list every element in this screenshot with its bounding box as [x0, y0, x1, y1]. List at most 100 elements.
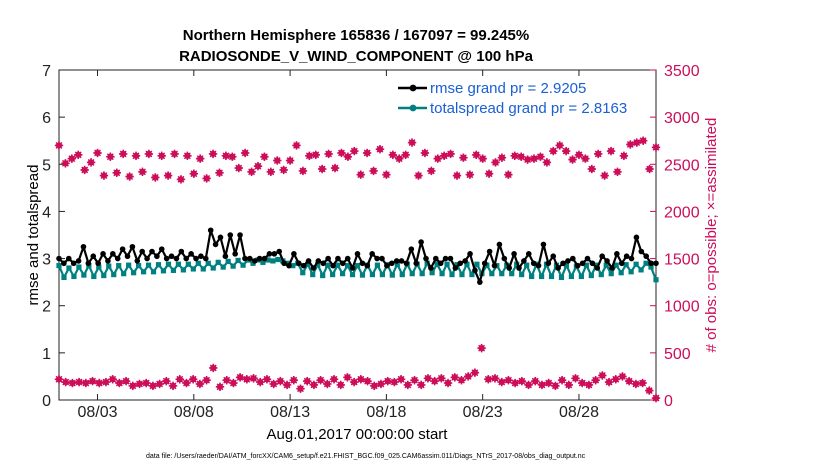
spread-point: [201, 266, 206, 271]
spread-point: [489, 271, 494, 276]
spread-point: [459, 272, 464, 277]
spread-point: [161, 268, 166, 273]
spread-point: [638, 267, 643, 272]
rmse-point: [438, 260, 444, 266]
obs-assimilated-point: [75, 378, 83, 386]
y-axis-right-label: # of obs: o=possible; ×=assimilated: [703, 118, 720, 353]
rmse-point: [262, 256, 268, 262]
rmse-point: [291, 251, 297, 257]
rmse-point: [609, 265, 615, 271]
spread-point: [549, 274, 554, 279]
spread-point: [340, 271, 345, 276]
rmse-point: [575, 263, 581, 269]
spread-point: [449, 272, 454, 277]
spread-point: [166, 262, 171, 267]
obs-assimilated-point: [88, 377, 96, 385]
legend-spread-marker: [410, 105, 417, 112]
rmse-point: [267, 251, 273, 257]
spread-point: [499, 271, 504, 276]
spread-point: [400, 272, 405, 277]
spread-point: [320, 273, 325, 278]
rmse-point: [497, 242, 503, 248]
rmse-point: [506, 265, 512, 271]
spread-point: [191, 266, 196, 271]
spread-point: [146, 263, 151, 268]
chart-subtitle: RADIOSONDE_V_WIND_COMPONENT @ 100 hPa: [179, 48, 534, 65]
rmse-point: [492, 263, 498, 269]
x-axis-label: Aug.01,2017 00:00:00 start: [267, 426, 449, 443]
rmse-point: [404, 260, 410, 266]
y-right-tick-label: 2500: [664, 157, 700, 174]
rmse-point: [232, 251, 238, 257]
rmse-point: [330, 263, 336, 269]
rmse-point: [159, 246, 165, 252]
rmse-point: [169, 253, 175, 259]
spread-point: [380, 272, 385, 277]
rmse-point: [453, 265, 459, 271]
spread-point: [643, 261, 648, 266]
rmse-point: [379, 256, 385, 262]
rmse-point: [66, 256, 72, 262]
rmse-point: [590, 260, 596, 266]
spread-point: [91, 274, 96, 279]
rmse-point: [139, 249, 145, 255]
spread-point: [240, 263, 245, 268]
spread-point: [539, 274, 544, 279]
spread-point: [206, 261, 211, 266]
y-right-tick-label: 1500: [664, 252, 700, 269]
rmse-point: [227, 232, 233, 238]
spread-point: [66, 265, 71, 270]
y-left-tick-label: 3: [42, 252, 51, 269]
rmse-point: [570, 256, 576, 262]
rmse-point: [629, 256, 635, 262]
spread-point: [81, 272, 86, 277]
rmse-point: [399, 258, 405, 264]
rmse-point: [511, 251, 517, 257]
rmse-point: [164, 256, 170, 262]
rmse-point: [619, 260, 625, 266]
rmse-point: [560, 260, 566, 266]
spread-point: [151, 269, 156, 274]
spread-point: [519, 272, 524, 277]
rmse-point: [580, 260, 586, 266]
rmse-point: [223, 253, 229, 259]
rmse-point: [360, 260, 366, 266]
data-file-footer: data file: /Users/raeder/DAI/ATM_forcXX/…: [146, 453, 586, 460]
spread-point: [221, 264, 226, 269]
y-axis-left-label: rmse and totalspread: [25, 165, 42, 306]
rmse-point: [648, 260, 654, 266]
rmse-point: [457, 260, 463, 266]
obs-possible-point: [87, 158, 95, 166]
chart-title: Northern Hemisphere 165836 / 167097 = 99…: [183, 27, 529, 44]
rmse-point: [599, 253, 605, 259]
legend-rmse-marker: [410, 85, 417, 92]
rmse-point: [90, 253, 96, 259]
spread-point: [226, 259, 231, 264]
obs-possible-point: [80, 166, 88, 174]
y-left-tick-label: 6: [42, 110, 51, 127]
spread-point: [569, 274, 574, 279]
rmse-point: [120, 246, 126, 252]
rmse-point: [56, 256, 62, 262]
rmse-point: [100, 251, 106, 257]
spread-point: [439, 271, 444, 276]
obs-assimilated-point: [68, 379, 76, 387]
rmse-point: [237, 232, 243, 238]
rmse-point: [154, 253, 160, 259]
legend-spread-label: totalspread grand pr = 2.8163: [430, 100, 627, 117]
spread-point: [236, 258, 241, 263]
spread-point: [156, 262, 161, 267]
spread-point: [634, 262, 639, 267]
rmse-point: [531, 260, 537, 266]
rmse-point: [585, 256, 591, 262]
rmse-point: [433, 256, 439, 262]
spread-point: [216, 260, 221, 265]
rmse-point: [81, 244, 87, 250]
spread-point: [71, 274, 76, 279]
rmse-point: [272, 251, 278, 257]
rmse-point: [423, 256, 429, 262]
spread-point: [211, 265, 216, 270]
rmse-point: [653, 260, 659, 266]
spread-point: [186, 262, 191, 267]
rmse-point: [320, 260, 326, 266]
